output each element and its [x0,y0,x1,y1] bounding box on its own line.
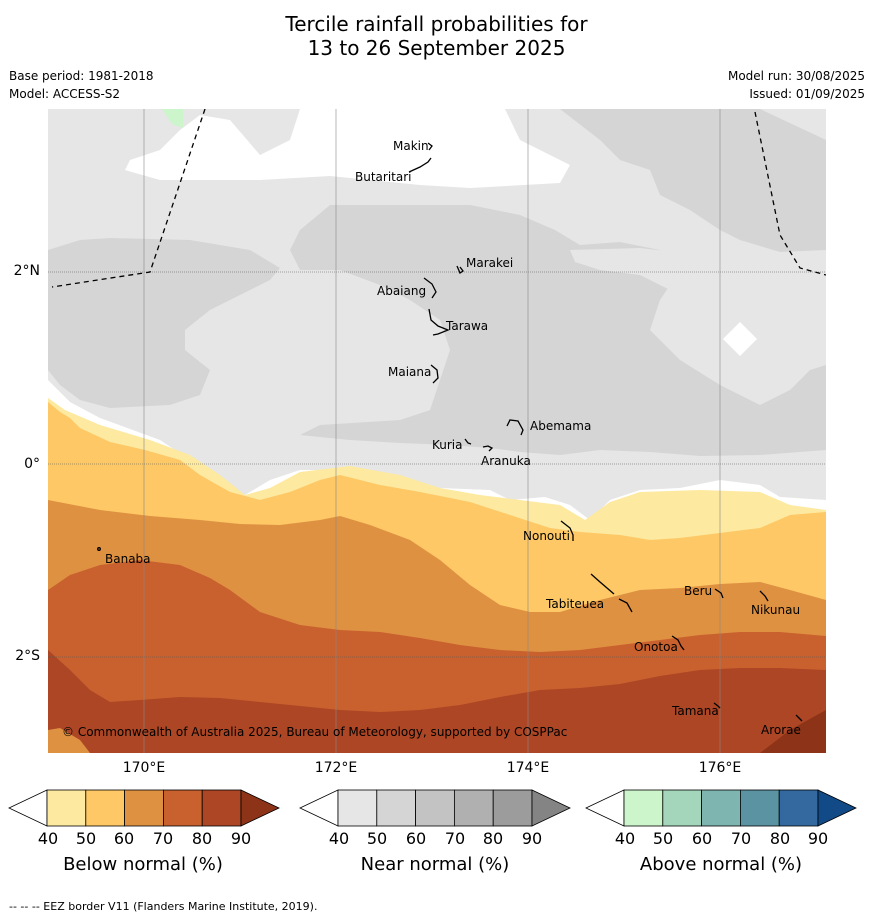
place-abemama: Abemama [530,419,591,433]
base-period: Base period: 1981-2018 [9,69,154,83]
colorbar-near-segment [376,789,416,827]
model-run: Model run: 30/08/2025 [727,69,865,83]
lon-label-174e: 174°E [506,760,550,776]
place-arorae: Arorae [761,723,801,737]
colorbar-near-segment [453,789,494,827]
tick-below-40: 40 [37,829,59,848]
colorbar-near-segment [337,789,378,827]
tick-below-80: 80 [191,829,213,848]
title-line-2: 13 to 26 September 2025 [307,36,566,60]
colorbar-below-right-extend [240,789,280,827]
title-line-1: Tercile rainfall probabilities for [285,12,588,36]
issued-date: Issued: 01/09/2025 [749,87,865,101]
tick-above-60: 60 [691,829,713,848]
tick-above-90: 90 [807,829,829,848]
place-tabiteuea: Tabiteuea [545,597,604,611]
place-labels: Makin Butaritari Marakei Abaiang Tarawa … [105,139,801,737]
place-aranuka: Aranuka [481,454,531,468]
place-nikunau: Nikunau [751,603,800,617]
tick-near-80: 80 [482,829,504,848]
place-maiana: Maiana [388,365,431,379]
colorbar-near-left-extend [299,789,339,827]
colorbar-above-left-extend [585,789,625,827]
colorbar-above-segment [701,789,741,827]
eez-footer-note: -- -- -- EEZ border V11 (Flanders Marine… [9,900,318,913]
tick-near-90: 90 [521,829,543,848]
tick-near-40: 40 [328,829,350,848]
lon-label-172e: 172°E [314,760,358,776]
place-tamana: Tamana [671,704,719,718]
tick-above-50: 50 [652,829,674,848]
place-onotoa: Onotoa [634,640,678,654]
lat-label-2n: 2°N [13,263,40,279]
tick-below-90: 90 [230,829,252,848]
lon-label-170e: 170°E [122,760,166,776]
place-makin: Makin [393,139,429,153]
place-butaritari: Butaritari [355,170,412,184]
colorbar-below-label: Below normal (%) [63,854,223,875]
tick-near-50: 50 [366,829,388,848]
place-kuria: Kuria [432,438,463,452]
colorbar-near-label: Near normal (%) [360,854,510,875]
lon-label-176e: 176°E [698,760,742,776]
colorbar-near-segment [492,789,533,827]
meta-left: Base period: 1981-2018 Model: ACCESS-S2 [9,67,154,103]
place-marakei: Marakei [466,256,513,270]
meta-right: Model run: 30/08/2025 Issued: 01/09/2025 [728,67,865,103]
tick-near-60: 60 [405,829,427,848]
colorbar-near-segment [415,789,455,827]
colorbar-above-segment [662,789,702,827]
colorbar-near-right-extend [531,789,571,827]
colorbar-above-segment [740,789,780,827]
colorbar-below-segment [46,789,87,827]
colorbar-below-segment [162,789,203,827]
colorbar-above-label: Above normal (%) [639,854,803,875]
colorbar-below-left-extend [8,789,48,827]
tick-above-40: 40 [614,829,636,848]
chart-title: Tercile rainfall probabilities for 13 to… [0,12,873,60]
tick-below-70: 70 [152,829,174,848]
place-banaba: Banaba [105,552,151,566]
colorbar-above-right-extend [817,789,857,827]
place-nonouti: Nonouti [523,529,570,543]
colorbar-below-segment [85,789,126,827]
tick-above-80: 80 [769,829,791,848]
place-beru: Beru [684,584,712,598]
place-abaiang: Abaiang [377,284,426,298]
colorbar-above-segment [778,789,819,827]
lat-label-2s: 2°S [15,648,40,664]
tick-below-50: 50 [75,829,97,848]
colorbar-below-segment [124,789,164,827]
tick-below-60: 60 [113,829,135,848]
tick-above-70: 70 [730,829,752,848]
colorbar-below-segment [201,789,242,827]
tick-near-70: 70 [444,829,466,848]
place-tarawa: Tarawa [445,319,488,333]
colorbar-above-segment [623,789,664,827]
colorbars [8,789,857,827]
model-name: Model: ACCESS-S2 [9,87,121,101]
copyright-text: © Commonwealth of Australia 2025, Bureau… [62,725,567,739]
lat-label-0: 0° [24,456,40,472]
